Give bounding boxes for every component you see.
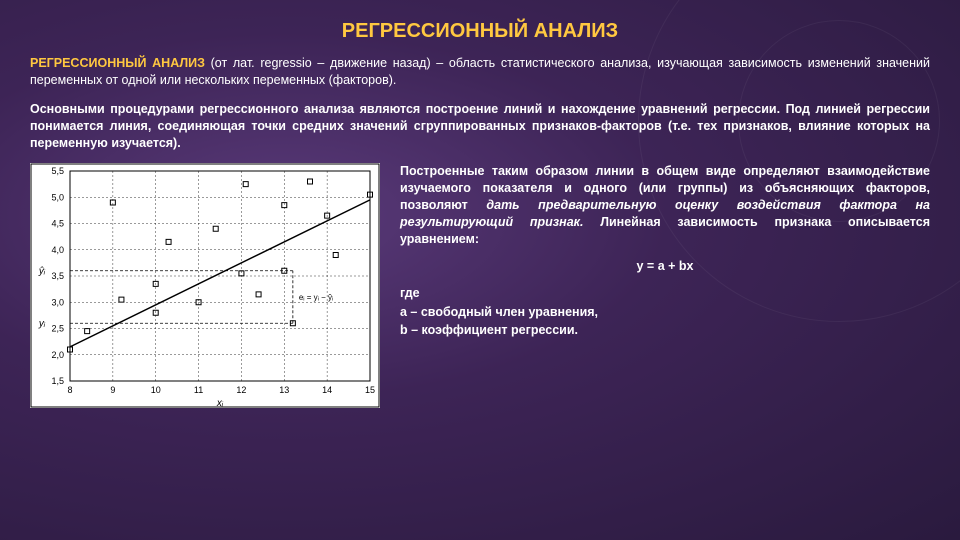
description-paragraph: Построенные таким образом линии в общем … [400, 163, 930, 247]
svg-text:5,5: 5,5 [51, 166, 64, 176]
intro-paragraph: РЕГРЕССИОННЫЙ АНАЛИЗ (от лат. regressio … [30, 55, 930, 89]
svg-text:15: 15 [365, 385, 375, 395]
svg-text:4,5: 4,5 [51, 219, 64, 229]
svg-text:11: 11 [194, 385, 203, 395]
svg-text:5,0: 5,0 [51, 193, 64, 203]
svg-text:2,5: 2,5 [51, 324, 64, 334]
svg-text:1,5: 1,5 [51, 376, 64, 386]
svg-text:yᵢ: yᵢ [38, 319, 46, 330]
procedures-paragraph: Основными процедурами регрессионного ана… [30, 101, 930, 152]
svg-text:3,0: 3,0 [51, 298, 64, 308]
svg-text:ŷᵢ: ŷᵢ [38, 266, 46, 277]
svg-text:4,0: 4,0 [51, 245, 64, 255]
equation: y = a + bx [400, 258, 930, 275]
svg-text:2,0: 2,0 [51, 350, 64, 360]
svg-text:eᵢ = yᵢ − ŷᵢ: eᵢ = yᵢ − ŷᵢ [299, 293, 333, 302]
page-title: РЕГРЕССИОННЫЙ АНАЛИЗ [30, 20, 930, 43]
svg-text:13: 13 [279, 385, 289, 395]
where-label: где [400, 285, 930, 302]
coef-b: b – коэффициент регрессии. [400, 322, 930, 339]
svg-text:14: 14 [322, 385, 332, 395]
term: РЕГРЕССИОННЫЙ АНАЛИЗ [30, 56, 205, 70]
coef-a: a – свободный член уравнения, [400, 304, 930, 321]
svg-text:8: 8 [67, 385, 72, 395]
svg-text:9: 9 [110, 385, 115, 395]
svg-text:xᵢ: xᵢ [216, 398, 224, 408]
svg-text:3,5: 3,5 [51, 271, 64, 281]
svg-text:10: 10 [151, 385, 161, 395]
svg-text:12: 12 [236, 385, 246, 395]
regression-chart: 8 9 10 11 12 13 14 15 1,5 2,0 2,5 3,0 3,5 4,0 4,5 5,0 5,… [30, 163, 380, 408]
